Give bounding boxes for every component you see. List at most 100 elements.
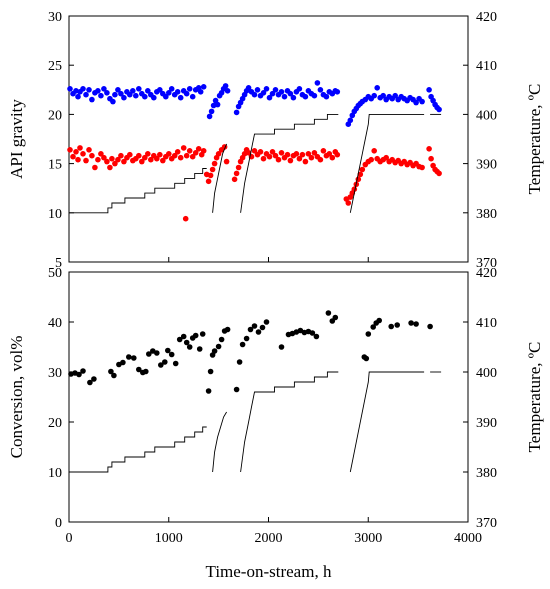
- data-point: [121, 94, 127, 101]
- data-point: [371, 92, 378, 99]
- data-point: [192, 150, 199, 156]
- data-point: [211, 160, 218, 167]
- data-point: [275, 156, 282, 163]
- data-point: [110, 98, 116, 105]
- data-point: [107, 164, 113, 171]
- data-point: [260, 155, 267, 162]
- data-point: [98, 151, 104, 157]
- data-point: [427, 323, 433, 330]
- data-point: [284, 151, 291, 158]
- y-tick-label: 0: [55, 516, 62, 531]
- data-point: [176, 336, 183, 343]
- data-point: [109, 155, 115, 162]
- data-point: [165, 347, 171, 354]
- data-point: [278, 150, 285, 156]
- data-point: [428, 155, 434, 162]
- data-point: [112, 91, 118, 98]
- data-point: [166, 151, 172, 157]
- data-point: [180, 333, 187, 340]
- data-point: [251, 323, 258, 329]
- plot-frame: [68, 15, 469, 263]
- y-tick-label: 40: [48, 316, 62, 331]
- y2-tick-label: 420: [476, 10, 497, 25]
- data-point: [86, 147, 92, 153]
- data-point: [118, 152, 124, 159]
- data-point: [278, 344, 285, 350]
- y2-tick-label: 370: [476, 516, 497, 531]
- data-point: [104, 90, 110, 96]
- data-point: [251, 91, 258, 98]
- data-point: [345, 200, 352, 206]
- x-tick-label: 4000: [454, 531, 482, 546]
- data-point: [70, 153, 76, 160]
- data-point: [272, 152, 279, 159]
- data-point: [95, 156, 101, 163]
- temperature-line: [349, 113, 425, 213]
- data-point: [436, 106, 442, 113]
- data-point: [163, 93, 169, 100]
- x-axis-label: Time-on-stream, h: [206, 562, 332, 581]
- data-point: [186, 344, 193, 350]
- data-point: [166, 90, 172, 96]
- data-point: [311, 92, 318, 99]
- data-point: [269, 90, 276, 97]
- data-point: [209, 166, 216, 173]
- data-point: [157, 151, 163, 158]
- data-point: [263, 86, 270, 92]
- data-point: [281, 93, 288, 100]
- data-point: [302, 158, 309, 165]
- data-point: [426, 87, 432, 93]
- data-point: [260, 90, 267, 96]
- data-point: [266, 153, 273, 160]
- data-point: [215, 343, 222, 350]
- data-point: [239, 341, 246, 348]
- data-point: [75, 156, 81, 163]
- y-axis-label: Conversion, vol%: [7, 336, 26, 459]
- data-point: [145, 88, 151, 94]
- data-point: [363, 355, 370, 362]
- data-point: [142, 93, 148, 100]
- data-point: [172, 360, 179, 367]
- data-point: [195, 146, 202, 152]
- data-point: [192, 332, 199, 339]
- data-point: [168, 86, 175, 92]
- data-point: [370, 324, 377, 330]
- data-point: [186, 148, 193, 154]
- data-point: [302, 93, 309, 100]
- data-point: [136, 152, 142, 159]
- data-point: [231, 176, 238, 183]
- data-point: [357, 171, 364, 178]
- data-point: [317, 87, 324, 93]
- data-point: [317, 156, 324, 163]
- data-point: [206, 113, 213, 120]
- data-point: [263, 319, 270, 325]
- data-point: [148, 156, 154, 163]
- data-point: [419, 164, 425, 171]
- temperature-line: [212, 143, 228, 213]
- data-point: [287, 157, 294, 164]
- data-point: [142, 154, 148, 161]
- data-point: [308, 154, 315, 161]
- data-point: [296, 86, 303, 92]
- data-point: [334, 151, 341, 158]
- data-point: [112, 160, 118, 167]
- data-point: [77, 145, 83, 151]
- data-point: [334, 89, 341, 95]
- data-point: [143, 368, 149, 375]
- y-tick-label: 10: [48, 466, 62, 481]
- data-point: [214, 101, 221, 108]
- y2-tick-label: 370: [476, 256, 497, 271]
- y2-tick-label: 410: [476, 59, 497, 74]
- data-point: [146, 351, 152, 357]
- data-point: [197, 89, 204, 95]
- data-point: [383, 154, 390, 161]
- data-point: [108, 368, 114, 375]
- data-point: [130, 88, 136, 94]
- data-point: [233, 386, 240, 393]
- data-point: [200, 84, 207, 90]
- data-point: [89, 152, 95, 159]
- y2-tick-label: 390: [476, 416, 497, 431]
- data-point: [111, 372, 117, 379]
- data-point: [83, 91, 89, 98]
- data-point: [207, 172, 214, 179]
